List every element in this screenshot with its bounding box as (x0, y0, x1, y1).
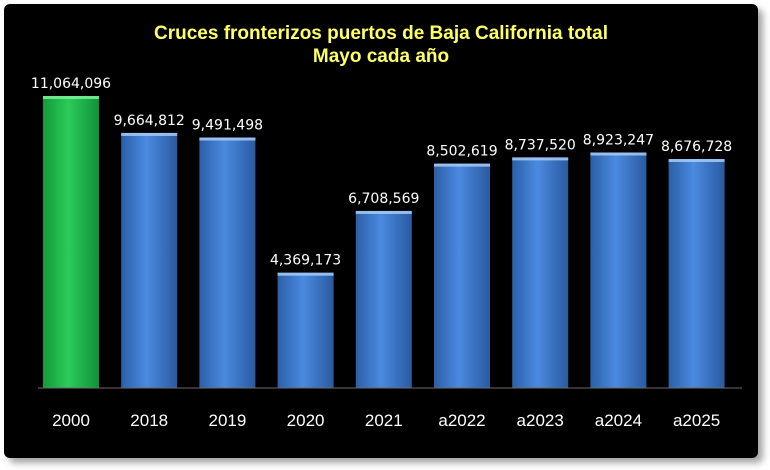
x-tick-label: 2020 (287, 411, 325, 430)
data-label: 11,064,096 (31, 76, 111, 92)
data-label: 6,708,569 (348, 191, 419, 207)
data-label: 9,664,812 (114, 113, 185, 129)
x-tick-label: a2022 (438, 411, 485, 430)
bar-a2022 (434, 163, 490, 388)
bar-top-highlight (355, 210, 412, 214)
bars-layer: 11,064,096 2000 9,664,812 2018 9,491,498 2019… (31, 76, 732, 430)
chart-subtitle: Mayo cada año (312, 46, 450, 67)
bar-top-highlight (121, 132, 178, 136)
bar-top-highlight (277, 272, 334, 276)
bar-top-highlight (512, 157, 569, 161)
bar-top-highlight (434, 163, 490, 167)
x-tick-label: 2019 (208, 411, 246, 430)
bar-a2023 (512, 157, 569, 388)
x-tick-label: 2000 (52, 411, 90, 430)
chart-title-block: Cruces fronterizos puertos de Baja Calif… (4, 22, 758, 68)
bar-top-highlight (43, 96, 99, 99)
bar-top-highlight (590, 152, 647, 156)
bar-2021 (355, 210, 412, 388)
bar-a2024 (590, 152, 647, 388)
bar-2018 (121, 132, 178, 388)
bar-2019 (199, 137, 256, 388)
chart-title: Cruces fronterizos puertos de Baja Calif… (154, 23, 608, 44)
x-tick-label: a2024 (595, 411, 642, 430)
bar-top-highlight (199, 137, 256, 141)
bar-top-highlight (668, 159, 725, 163)
data-label: 8,923,247 (583, 133, 654, 149)
data-label: 9,491,498 (192, 118, 263, 134)
data-label: 8,737,520 (505, 137, 576, 153)
x-tick-label: a2023 (517, 411, 564, 430)
data-label: 8,502,619 (426, 144, 497, 160)
x-tick-label: 2018 (130, 411, 168, 430)
bar-2000 (43, 96, 99, 388)
x-tick-label: a2025 (673, 411, 720, 430)
data-label: 4,369,173 (270, 253, 341, 269)
data-label: 8,676,728 (661, 139, 732, 155)
bar-2020 (277, 272, 334, 388)
bar-a2025 (668, 159, 725, 388)
x-tick-label: 2021 (365, 411, 403, 430)
